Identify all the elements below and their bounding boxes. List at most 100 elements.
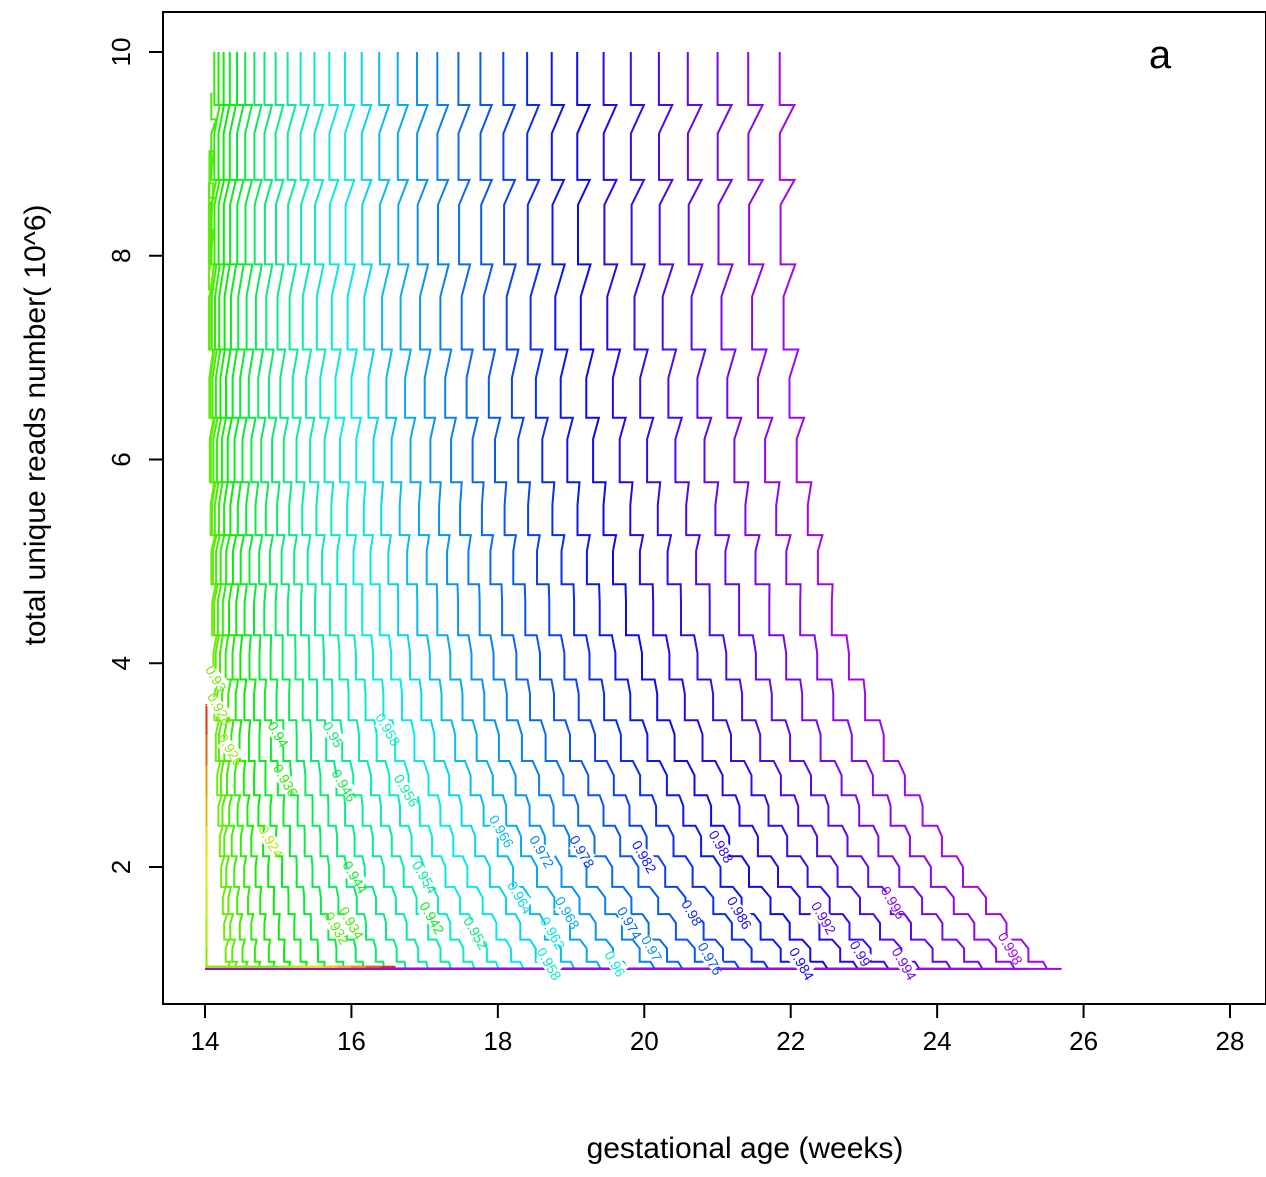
contour-line [205, 150, 239, 970]
contour-label-bg [707, 833, 735, 861]
contour-label-bg [323, 914, 351, 942]
x-tick-label: 22 [776, 1026, 805, 1056]
contour-label-bg [535, 950, 563, 978]
contour-line [205, 52, 811, 970]
x-axis-title: gestational age (weeks) [587, 1132, 904, 1165]
contour-label-bg [528, 838, 556, 866]
contour-label-bg [217, 736, 245, 764]
contour-line [205, 52, 841, 970]
contour-label: 0.996 [878, 883, 909, 922]
contour-label-bg [846, 940, 874, 968]
contour-line [205, 52, 350, 970]
contour-label: 0.944 [339, 858, 370, 897]
y-tick-label: 10 [106, 38, 136, 67]
x-tick-label: 24 [923, 1026, 952, 1056]
contour-label: 0.936 [270, 761, 301, 800]
contour-label: 0.972 [526, 833, 557, 872]
contour-label: 0.992 [808, 899, 839, 938]
y-axis-title: total unique reads number( 10^6) [19, 204, 52, 645]
x-tick-label: 26 [1069, 1026, 1098, 1056]
contour-label: 0.924 [255, 822, 286, 861]
contour-label-bg [726, 899, 753, 927]
contour-label-bg [879, 889, 907, 917]
contour-line [205, 52, 723, 970]
contour-label-bg [810, 904, 838, 932]
x-tick-label: 20 [630, 1026, 659, 1056]
panel-label: a [1149, 33, 1172, 77]
contour-line [205, 52, 781, 970]
y-tick-label: 8 [106, 249, 136, 263]
x-tick-label: 28 [1216, 1026, 1245, 1056]
contour-label: 0.984 [786, 945, 817, 984]
contour-label: 0.978 [566, 833, 597, 872]
contour-line [205, 52, 392, 970]
contour-label-bg [319, 721, 347, 748]
contour-label-bg [462, 919, 490, 947]
contour-line [205, 52, 585, 970]
contour-line [205, 52, 484, 970]
contour-label-bg [630, 843, 658, 871]
y-tick-label: 4 [106, 656, 136, 670]
contour-label: 0.988 [705, 827, 736, 866]
contour-label-bg [788, 950, 816, 978]
contour-line [205, 52, 533, 970]
contour-line [205, 52, 638, 970]
contour-line [205, 52, 279, 970]
contour-line [205, 917, 293, 968]
contour-line [205, 948, 279, 968]
contour-label-bg [696, 945, 724, 973]
contour-label: 0.928 [204, 690, 235, 729]
contour-label-bg [418, 904, 446, 932]
contour-label-bg [488, 817, 515, 845]
contour-label: 0.966 [486, 812, 517, 851]
contour-line [205, 52, 1062, 970]
contour-line [205, 52, 295, 970]
contour-line [205, 52, 694, 970]
contour-line [205, 52, 508, 970]
contour-line [205, 52, 312, 970]
contour-label: 0.946 [328, 766, 359, 805]
y-tick-label: 6 [106, 452, 136, 466]
contour-label-bg [202, 665, 230, 692]
contour-line [205, 52, 902, 970]
contour-label-bg [996, 935, 1024, 962]
contour-line [205, 52, 331, 970]
contour-label-bg [341, 863, 369, 891]
contour-label: 0.956 [391, 771, 422, 810]
x-tick-label: 14 [191, 1026, 220, 1056]
contour-label: 0.974 [614, 904, 645, 943]
contour-label: 0.942 [416, 899, 447, 938]
contour-line [205, 52, 559, 970]
y-axis: 2 4 6 8 10 [106, 38, 164, 874]
contour-label-bg [601, 950, 629, 978]
contour-label-bg [506, 884, 534, 911]
contour-label-bg [264, 721, 292, 748]
contour-line [205, 52, 666, 970]
y-tick-label: 2 [106, 860, 136, 874]
contour-line [205, 52, 933, 970]
contour-line [205, 52, 751, 970]
contour-label-bg [539, 919, 567, 947]
contour-label-bg [568, 838, 596, 866]
contour-line [205, 52, 414, 970]
contour-label: 0.952 [460, 914, 491, 953]
contour-label-bg [392, 777, 420, 805]
contour-line [205, 52, 965, 970]
contour-line [205, 52, 264, 970]
x-tick-label: 18 [483, 1026, 512, 1056]
contour-line [205, 52, 436, 970]
contour-label-bg [206, 695, 234, 723]
contour-lines [205, 52, 1062, 970]
contour-line [205, 52, 1029, 970]
contour-label-bg [678, 899, 706, 927]
contour-label-bg [272, 766, 299, 794]
contour-label-bg [616, 909, 644, 937]
contour-line [205, 887, 308, 968]
contour-label-bg [337, 909, 365, 937]
contour-label-bg [330, 772, 358, 799]
contour-label: 0.986 [724, 894, 755, 933]
contour-label-bg [374, 716, 402, 743]
x-axis: 14 16 18 20 22 24 26 28 [191, 1003, 1245, 1056]
